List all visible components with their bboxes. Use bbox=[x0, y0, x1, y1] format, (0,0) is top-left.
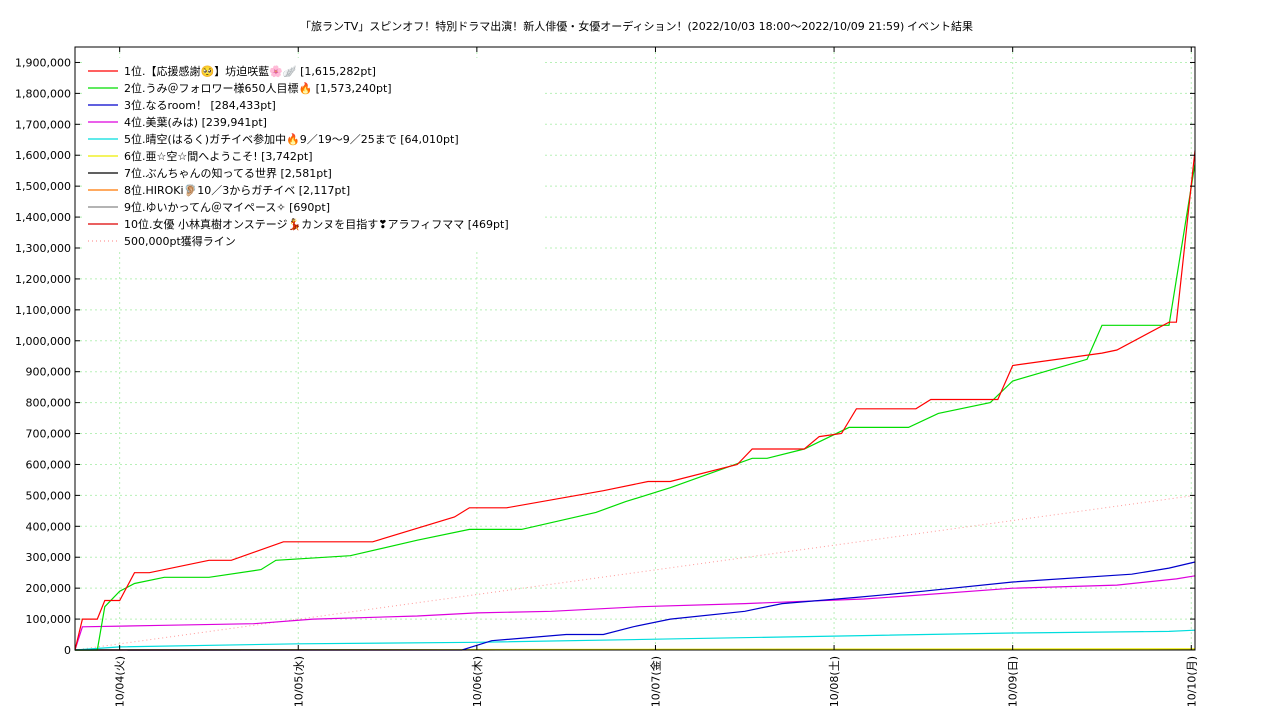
series-line bbox=[75, 561, 1196, 651]
legend-entry: 4位.美葉(みは) [239,941pt] bbox=[124, 115, 267, 129]
legend-box bbox=[82, 58, 544, 252]
y-tick-label: 400,000 bbox=[26, 520, 72, 533]
y-tick-label: 500,000 bbox=[26, 489, 72, 502]
series-line bbox=[74, 575, 1196, 651]
reference-line bbox=[74, 494, 1196, 651]
reference-line-group bbox=[74, 494, 1196, 651]
chart-title: 「旅ランTV」スピンオフ！特別ドラマ出演！新人俳優・女優オーディション！(202… bbox=[300, 19, 904, 33]
x-tick-label: 10/07(金) bbox=[648, 656, 662, 707]
x-tick-label: 10/08(土) bbox=[828, 656, 841, 707]
x-tick-label: 10/04(火) bbox=[114, 656, 127, 707]
x-axis: 10/04(火) 10/05(水) 10/06(木) 10/07(金) 10/08(土)… bbox=[114, 47, 1198, 707]
legend-entry: 8位.HIROKi🦻🏼10／3からガチイベ [2,117pt] bbox=[124, 183, 350, 197]
series-line bbox=[74, 629, 1196, 651]
legend-entry: 2位.うみ＠フォロワー様650人目標🔥 [1,573,240pt] bbox=[124, 81, 392, 95]
y-tick-label: 1,100,000 bbox=[15, 304, 71, 317]
legend-entry: 9位.ゆいかってん＠マイペース✧ [690pt] bbox=[124, 200, 330, 214]
y-tick-label: 1,800,000 bbox=[15, 87, 71, 100]
y-tick-label: 200,000 bbox=[26, 582, 72, 595]
y-tick-label: 900,000 bbox=[26, 366, 72, 379]
x-tick-label: 10/09(日) bbox=[1007, 656, 1020, 707]
legend-entry: 7位.ぶんちゃんの知ってる世界 [2,581pt] bbox=[124, 166, 332, 180]
legend-entry: 5位.晴空(はるく)ガチイベ参加中🔥9／19〜9／25まで [64,010pt] bbox=[124, 132, 459, 146]
y-tick-label: 1,400,000 bbox=[15, 211, 71, 224]
y-tick-label: 100,000 bbox=[26, 613, 72, 626]
legend-entry: 1位.【応援感謝🥺】坊迫咲藍🌸🪽 [1,615,282pt] bbox=[124, 64, 376, 78]
y-tick-label: 0 bbox=[64, 644, 71, 657]
legend-entry: 6位.亜☆空☆間へようこそ! [3,742pt] bbox=[124, 149, 313, 163]
plot-frame bbox=[74, 46, 1196, 651]
y-tick-label: 1,500,000 bbox=[15, 180, 71, 193]
legend-entry: 3位.なるroom！ [284,433pt] bbox=[124, 98, 276, 112]
legend: 1位.【応援感謝🥺】坊迫咲藍🌸🪽 [1,615,282pt] 2位.うみ＠フォロワ… bbox=[82, 58, 544, 252]
y-tick-label: 1,700,000 bbox=[15, 118, 71, 131]
legend-entry: 500,000pt獲得ライン bbox=[124, 235, 236, 248]
series-line bbox=[74, 150, 1196, 651]
y-tick-label: 1,300,000 bbox=[15, 242, 71, 255]
y-tick-label: 800,000 bbox=[26, 397, 72, 410]
y-tick-label: 1,600,000 bbox=[15, 149, 71, 162]
y-tick-label: 600,000 bbox=[26, 458, 72, 471]
y-tick-label: 1,000,000 bbox=[15, 335, 71, 348]
legend-entry: 10位.女優 小林真樹オンステージ💃カンヌを目指す❣アラフィフママ [469pt… bbox=[124, 217, 509, 231]
y-axis: 0 100,000 200,000 300,000 400,000 500,000 600,… bbox=[15, 56, 1195, 657]
y-tick-label: 1,900,000 bbox=[15, 56, 71, 69]
y-tick-label: 700,000 bbox=[26, 428, 72, 441]
chart-subtitle: イベント結果 bbox=[907, 19, 973, 33]
y-tick-label: 300,000 bbox=[26, 551, 72, 564]
x-tick-label: 10/06(木) bbox=[471, 656, 484, 707]
x-tick-label: 10/05(水) bbox=[292, 656, 305, 707]
x-tick-label: 10/10(月) bbox=[1185, 656, 1198, 707]
y-tick-label: 1,200,000 bbox=[15, 273, 71, 286]
